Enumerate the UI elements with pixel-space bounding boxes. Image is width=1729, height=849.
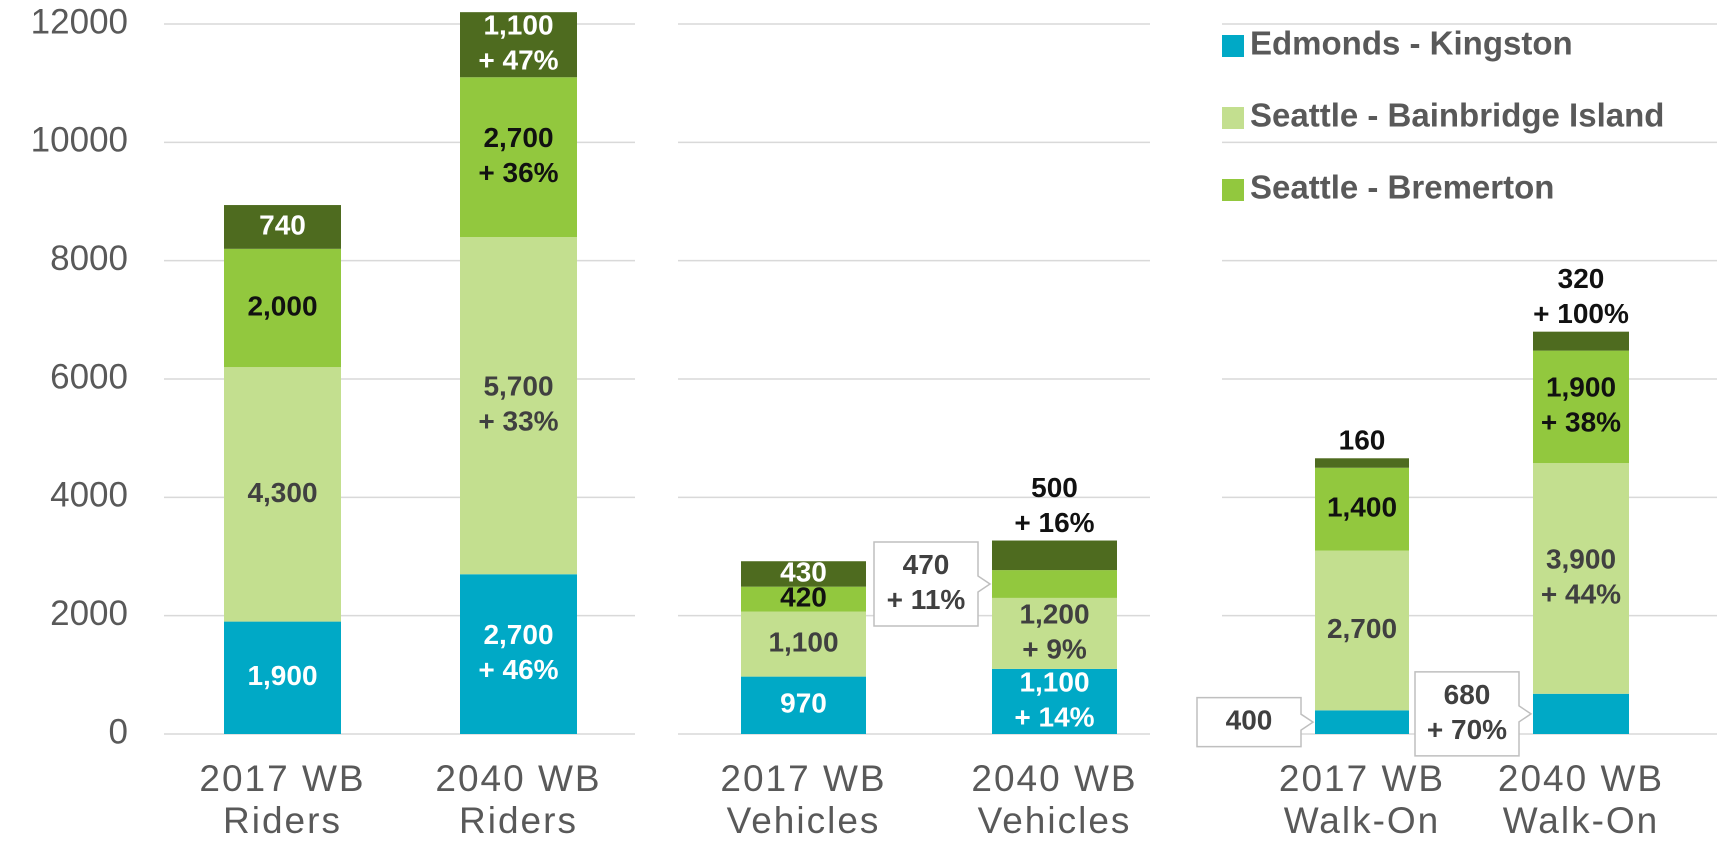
value-label: + 14% — [1014, 701, 1094, 732]
bar-segment — [741, 676, 866, 734]
value-label: + 38% — [1541, 407, 1621, 438]
bar-segment — [460, 237, 577, 575]
y-tick-label: 0 — [109, 712, 128, 751]
bar-segment — [741, 611, 866, 677]
y-tick-label: 10000 — [31, 121, 128, 160]
y-tick-label: 2000 — [50, 594, 128, 633]
x-tick-label: 2017 WB Walk-On — [1278, 758, 1446, 841]
y-tick-label: 12000 — [31, 2, 128, 41]
value-label: 1,900 — [247, 660, 317, 691]
value-label: + 11% — [887, 584, 966, 615]
value-label: + 44% — [1541, 578, 1621, 609]
bar-segment — [741, 586, 866, 612]
bar-segment — [1315, 467, 1409, 551]
bar-segment — [1533, 463, 1629, 694]
bar-segment — [460, 77, 577, 237]
legend-swatch — [1222, 179, 1244, 201]
value-label: + 46% — [478, 654, 558, 685]
value-label: + 70% — [1427, 714, 1507, 745]
value-label: 160 — [1339, 425, 1386, 456]
x-tick-label: 2040 WB Riders — [435, 758, 602, 841]
bar-segment — [741, 561, 866, 587]
bar-segment — [1533, 350, 1629, 464]
value-label: 1,100 — [768, 626, 838, 657]
legend-label: Seattle - Bainbridge Island — [1250, 97, 1664, 134]
value-label: 2,700 — [483, 122, 553, 153]
callout — [1414, 671, 1533, 757]
bar-segment — [1533, 693, 1629, 734]
bar-segment — [1315, 550, 1409, 711]
value-label: 2,700 — [1327, 613, 1397, 644]
value-label: 500 — [1031, 472, 1078, 503]
value-label: + 47% — [478, 45, 558, 76]
value-label: 740 — [259, 209, 306, 240]
value-label: 430 — [780, 556, 827, 587]
value-label: 680 — [1444, 679, 1491, 710]
legend-label: Seattle - Bremerton — [1250, 169, 1554, 206]
value-label: 3,900 — [1546, 543, 1616, 574]
value-label: 470 — [903, 549, 950, 580]
y-tick-label: 8000 — [50, 239, 128, 278]
x-tick-label: 2040 WB Vehicles — [971, 758, 1138, 841]
value-label: + 100% — [1533, 298, 1629, 329]
bar-segment — [224, 367, 341, 622]
bar-segment — [1315, 458, 1409, 468]
bar-segment — [992, 570, 1117, 598]
value-label: 2,000 — [247, 290, 317, 321]
value-label: 320 — [1558, 263, 1605, 294]
value-label: 400 — [1226, 705, 1273, 736]
bar-segment — [1315, 710, 1409, 734]
x-tick-label: 2040 WB Walk-On — [1497, 758, 1665, 841]
value-label: 1,400 — [1327, 492, 1397, 523]
y-tick-label: 4000 — [50, 476, 128, 515]
value-label: 5,700 — [483, 371, 553, 402]
value-label: 1,100 — [483, 10, 553, 41]
bar-segment — [460, 12, 577, 78]
value-label: + 16% — [1014, 507, 1094, 538]
bar-segment — [992, 597, 1117, 669]
value-label: + 36% — [478, 157, 558, 188]
bar-segment — [224, 248, 341, 368]
bar-segment — [460, 574, 577, 734]
callout — [873, 541, 992, 627]
value-label: 970 — [780, 688, 827, 719]
value-label: 1,100 — [1019, 666, 1089, 697]
x-tick-label: 2017 WB Vehicles — [720, 758, 887, 841]
bar-segment — [992, 668, 1117, 734]
x-tick-label: 2017 WB Riders — [199, 758, 366, 841]
bar-segment — [992, 540, 1117, 571]
value-label: 1,900 — [1546, 372, 1616, 403]
bar-segment — [224, 621, 341, 734]
bar-segment — [1533, 331, 1629, 351]
value-label: 1,200 — [1019, 598, 1089, 629]
value-label: + 33% — [478, 406, 558, 437]
value-label: 4,300 — [247, 477, 317, 508]
legend-swatch — [1222, 107, 1244, 129]
bar-segment — [224, 205, 341, 249]
value-label: 2,700 — [483, 619, 553, 650]
y-tick-label: 6000 — [50, 357, 128, 396]
legend-swatch — [1222, 35, 1244, 57]
value-label: + 9% — [1022, 633, 1087, 664]
legend-label: Edmonds - Kingston — [1250, 25, 1573, 62]
callout — [1196, 696, 1315, 748]
